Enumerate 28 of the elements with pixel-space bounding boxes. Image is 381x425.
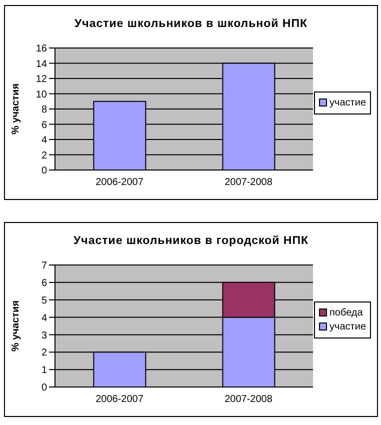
y-axis-title: % участия xyxy=(10,83,22,135)
y-tick-label: 6 xyxy=(41,278,48,289)
y-tick-label: 3 xyxy=(41,330,48,342)
x-tick-label: 2007-2008 xyxy=(224,394,273,406)
x-tick-label: 2006-2007 xyxy=(96,394,144,406)
legend-label: участие xyxy=(330,97,366,108)
y-tick-label: 8 xyxy=(41,104,48,116)
chart-title: Участие школьников в городской НПК xyxy=(72,235,310,247)
x-tick-label: 2006-2007 xyxy=(96,177,144,188)
y-tick-label: 2 xyxy=(41,348,48,359)
y-tick-label: 10 xyxy=(36,89,48,100)
y-tick-label: 2 xyxy=(41,150,48,162)
y-axis-title: % участия xyxy=(10,300,22,352)
legend-label: участие xyxy=(330,321,366,332)
y-tick-label: 1 xyxy=(41,365,48,376)
y-tick-label: 16 xyxy=(36,44,48,55)
x-tick-label: 2007-2008 xyxy=(224,177,273,188)
legend-label: победа xyxy=(330,307,363,318)
chart-title: Участие школьников в школьной НПК xyxy=(73,18,309,30)
y-tick-label: 5 xyxy=(41,295,48,306)
y-tick-label: 0 xyxy=(41,382,48,394)
y-tick-label: 12 xyxy=(36,74,48,86)
y-tick-label: 6 xyxy=(41,120,48,131)
y-tick-label: 14 xyxy=(36,58,48,70)
y-tick-label: 4 xyxy=(41,135,48,146)
y-tick-label: 7 xyxy=(41,260,48,272)
y-tick-label: 4 xyxy=(41,312,48,324)
y-tick-label: 0 xyxy=(41,166,48,177)
